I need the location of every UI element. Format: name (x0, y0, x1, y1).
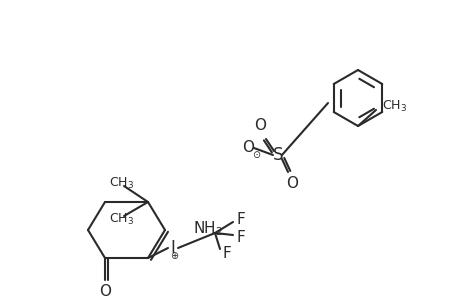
Text: O: O (285, 176, 297, 191)
Text: I: I (170, 239, 175, 257)
Text: NH$_2$: NH$_2$ (193, 220, 223, 238)
Text: CH$_3$: CH$_3$ (109, 212, 134, 226)
Text: O: O (99, 284, 111, 299)
Text: ⊕: ⊕ (169, 251, 178, 261)
Text: F: F (236, 230, 245, 244)
Text: O: O (241, 140, 253, 155)
Text: F: F (222, 245, 231, 260)
Text: CH$_3$: CH$_3$ (381, 98, 406, 113)
Text: F: F (236, 212, 245, 226)
Text: O: O (253, 118, 265, 134)
Text: S: S (272, 146, 283, 164)
Text: ⊙: ⊙ (252, 150, 259, 160)
Text: CH$_3$: CH$_3$ (109, 176, 134, 190)
